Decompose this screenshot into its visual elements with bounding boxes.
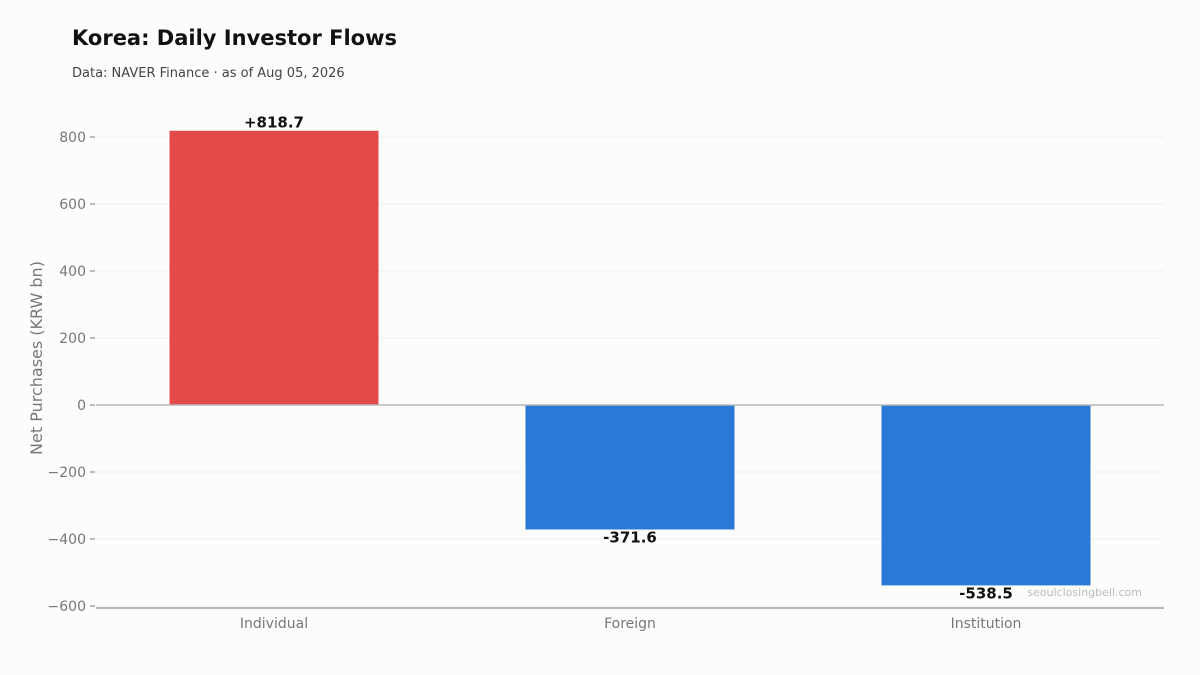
watermark: seoulclosingbell.com <box>1027 586 1142 599</box>
y-tick-label: −400 <box>48 532 86 548</box>
y-tick-label: 800 <box>59 130 86 146</box>
y-tick-label: −600 <box>48 599 86 615</box>
bar <box>881 405 1091 586</box>
chart-subtitle: Data: NAVER Finance · as of Aug 05, 2026 <box>72 66 345 81</box>
chart-title: Korea: Daily Investor Flows <box>72 26 398 50</box>
x-tick-label: Individual <box>240 616 308 632</box>
y-tick-label: 600 <box>59 197 86 213</box>
y-tick-label: −200 <box>48 465 86 481</box>
x-tick-label: Institution <box>951 616 1022 632</box>
y-tick-label: 200 <box>59 331 86 347</box>
y-tick-label: 0 <box>77 398 86 414</box>
y-axis-label: Net Purchases (KRW bn) <box>27 261 46 455</box>
data-label: -538.5 <box>959 584 1013 602</box>
bars <box>169 130 1091 586</box>
y-tick-label: 400 <box>59 264 86 280</box>
bar <box>525 405 735 530</box>
x-tick-label: Foreign <box>604 616 656 632</box>
data-label: -371.6 <box>603 528 657 546</box>
data-label: +818.7 <box>244 114 304 132</box>
bar <box>169 130 379 405</box>
labels: −600 −400 −200 0 200 400 600 800 +818.7 Individua… <box>27 114 1142 632</box>
axes <box>90 136 1164 609</box>
